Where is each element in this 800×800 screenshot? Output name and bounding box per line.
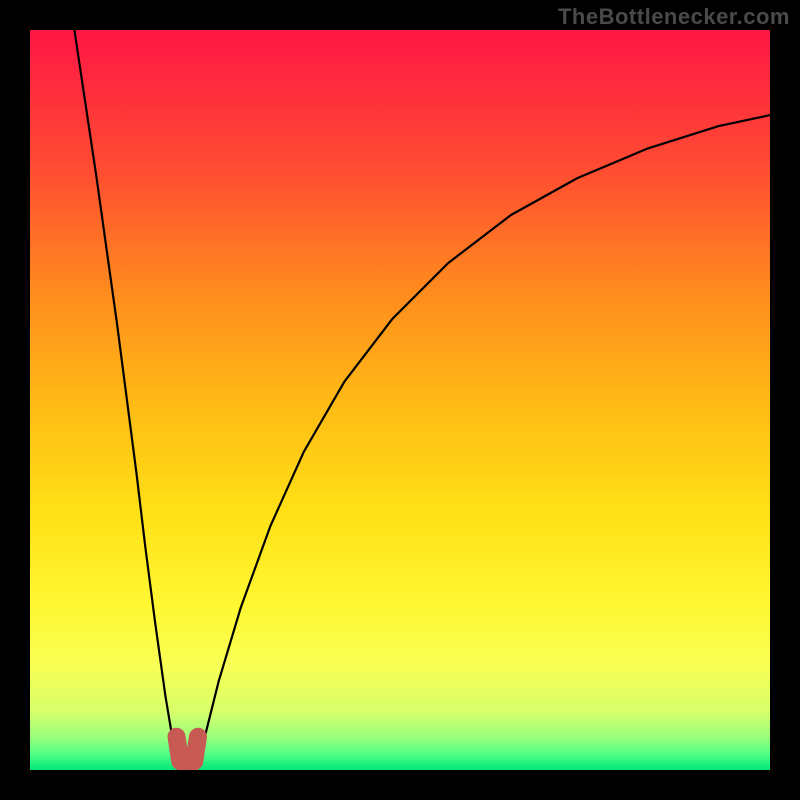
watermark-text: TheBottlenecker.com (558, 4, 790, 30)
optimal-marker (30, 30, 770, 770)
plot-area (30, 30, 770, 770)
chart-frame: TheBottlenecker.com (0, 0, 800, 800)
